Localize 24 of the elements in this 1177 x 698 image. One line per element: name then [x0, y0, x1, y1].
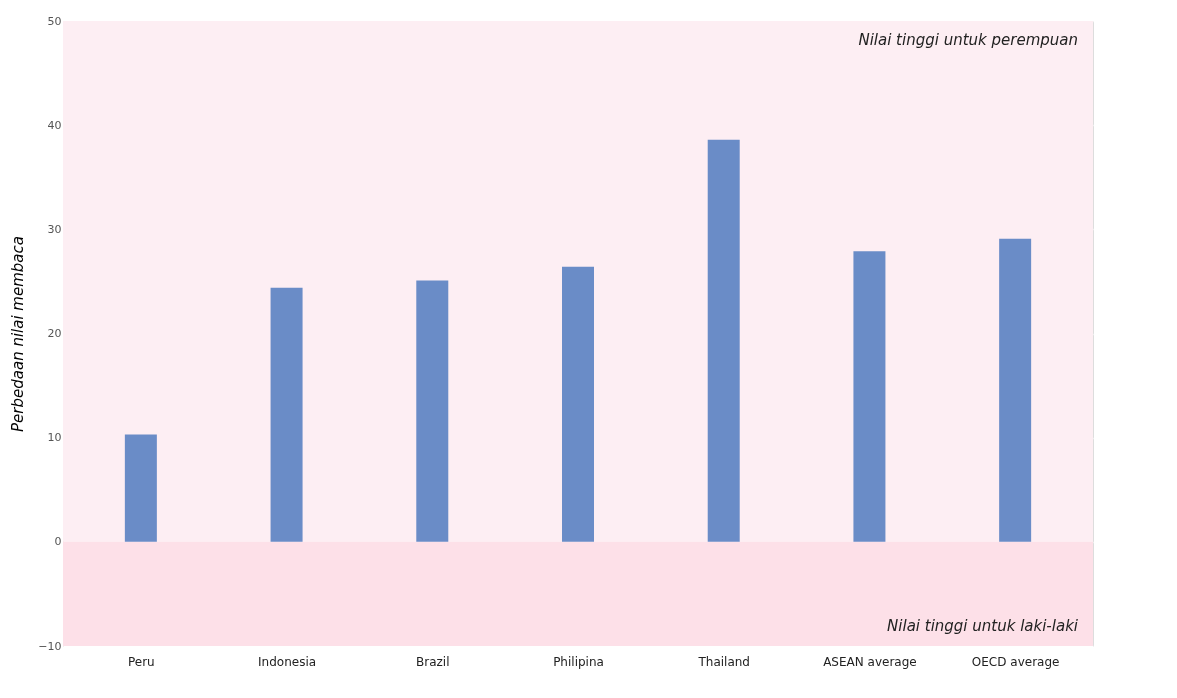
y-tick-label: 10 — [47, 431, 62, 445]
bar — [999, 238, 1032, 542]
x-tick-label: ASEAN average — [823, 654, 917, 669]
bar — [124, 434, 157, 542]
y-axis-title: Perbedaan nilai membaca — [9, 236, 28, 432]
x-tick-label: Indonesia — [258, 654, 317, 669]
x-tick-label: Thailand — [697, 654, 750, 669]
y-tick-label: −10 — [38, 639, 62, 653]
x-tick-label: OECD average — [971, 654, 1060, 669]
band-label: Nilai tinggi untuk laki-laki — [887, 617, 1079, 635]
bar — [270, 287, 303, 542]
y-tick-label: 50 — [47, 14, 62, 28]
y-tick-label: 30 — [47, 222, 62, 236]
bar — [707, 139, 740, 542]
x-tick-label: Brazil — [416, 654, 450, 669]
y-tick-label: 0 — [54, 535, 62, 549]
band-label: Nilai tinggi untuk perempuan — [858, 31, 1078, 49]
y-tick-label: 20 — [47, 327, 62, 340]
bar — [562, 266, 594, 542]
x-tick-label: Philipina — [553, 654, 604, 669]
bar — [853, 251, 886, 542]
y-tick-label: 40 — [47, 118, 62, 132]
bar — [416, 280, 449, 542]
x-tick-label: Peru — [127, 654, 155, 669]
